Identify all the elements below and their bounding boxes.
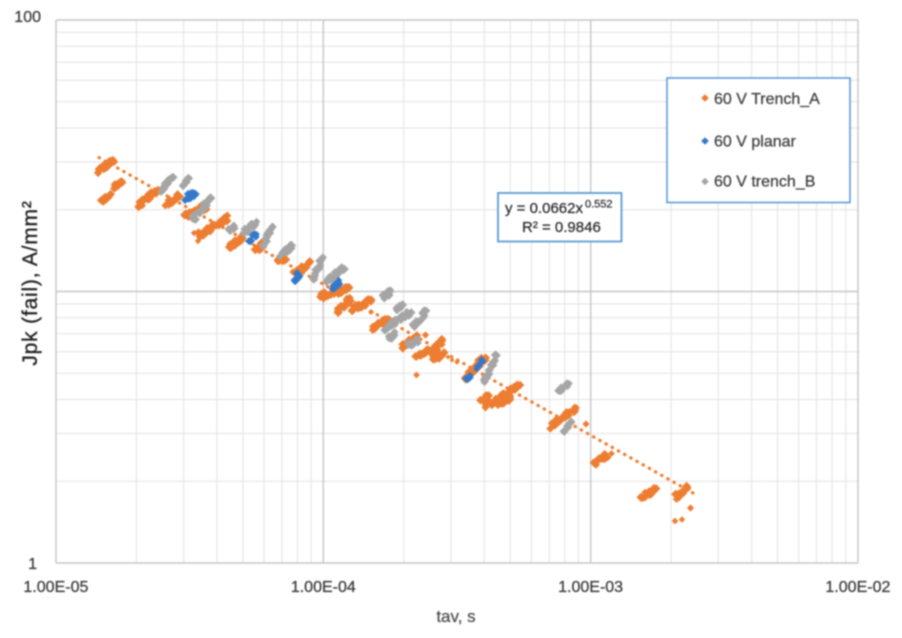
- svg-text:1.00E-02: 1.00E-02: [825, 579, 890, 596]
- svg-text:60 V trench_B: 60 V trench_B: [714, 174, 815, 191]
- svg-text:Jpk (fail), A/mm²: Jpk (fail), A/mm²: [19, 200, 42, 365]
- svg-text:tav, s: tav, s: [436, 607, 475, 626]
- svg-text:1.00E-04: 1.00E-04: [291, 579, 356, 596]
- svg-text:60 V planar: 60 V planar: [714, 134, 797, 151]
- svg-text:R² = 0.9846: R² = 0.9846: [522, 219, 601, 236]
- svg-text:1.00E-05: 1.00E-05: [23, 579, 88, 596]
- svg-text:1: 1: [28, 556, 37, 573]
- svg-text:100: 100: [14, 9, 41, 26]
- svg-text:60 V Trench_A: 60 V Trench_A: [714, 91, 820, 108]
- svg-text:1.00E-03: 1.00E-03: [558, 579, 623, 596]
